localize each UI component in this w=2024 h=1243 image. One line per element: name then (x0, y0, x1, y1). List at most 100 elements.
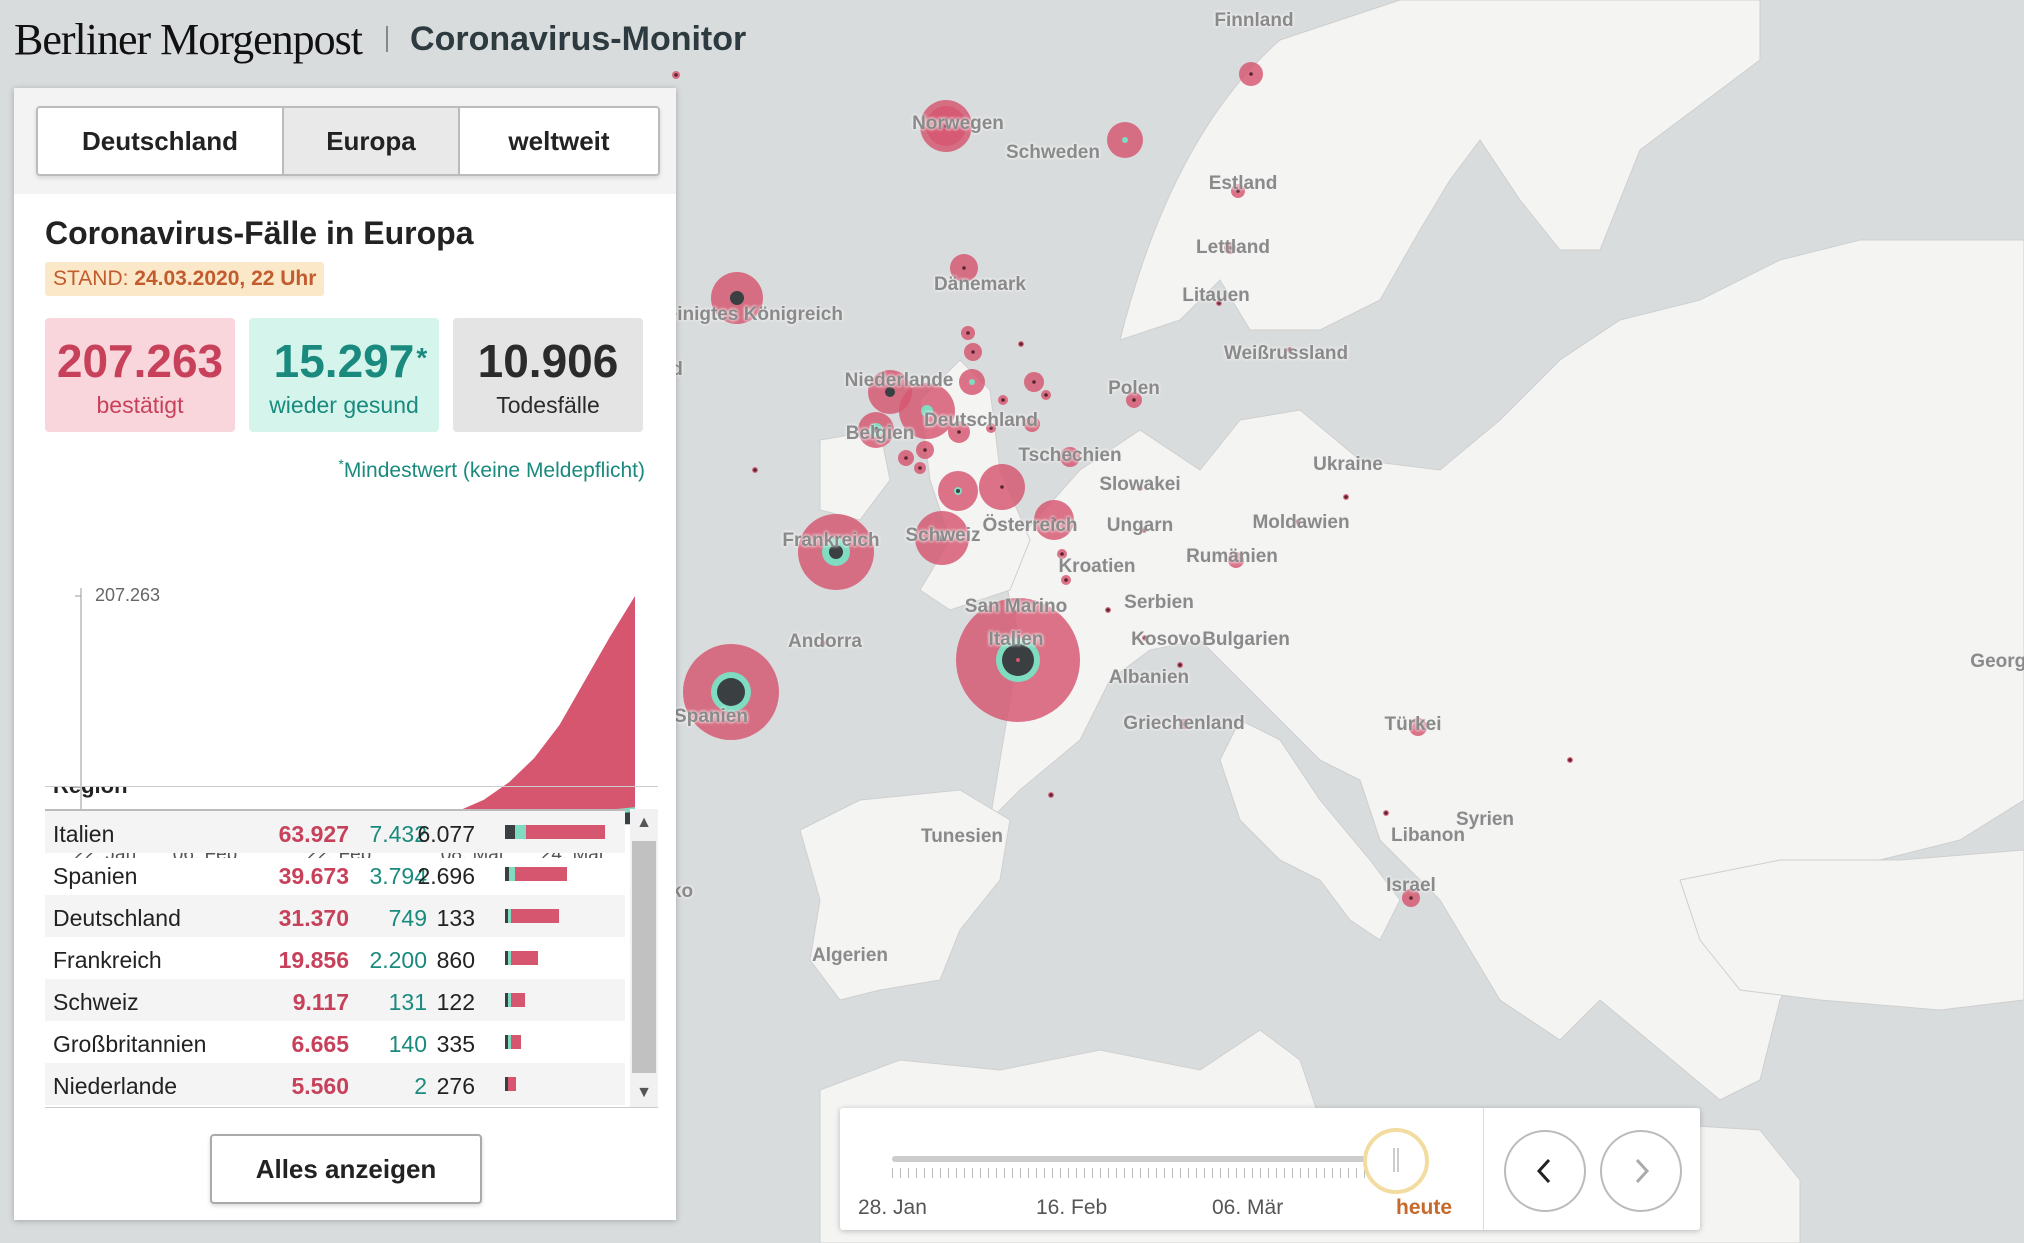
map-bubble-center-21 (923, 448, 927, 452)
map-bubble-center-26 (1228, 246, 1232, 250)
app-title: Coronavirus-Monitor (410, 19, 747, 58)
map-bubble-center-15 (1068, 455, 1072, 459)
map-bubble-center-29 (1001, 398, 1005, 402)
map-bubble-center-48 (1019, 342, 1023, 346)
table-row[interactable]: Spanien 39.673 3.794 2.696 (45, 853, 625, 895)
map-label: Schweden (1006, 142, 1100, 163)
map-label: Estland (1208, 173, 1278, 194)
row-recovered: 140 (388, 1031, 427, 1057)
map-bubble-center-42 (674, 73, 678, 77)
region-tabbar: Deutschland Europa weltweit (14, 88, 676, 194)
status-badge: STAND: 24.03.2020, 22 Uhr (45, 262, 325, 296)
timeline-label-3: 06. Mär (1212, 1196, 1284, 1219)
map-bubble-center-37 (1234, 558, 1238, 562)
scroll-thumb[interactable] (632, 841, 656, 1073)
bar-recovered (508, 1035, 511, 1049)
map-label: Österreich (982, 515, 1078, 536)
footnote-star: * (338, 456, 344, 472)
map-bubble-center-32 (1064, 578, 1068, 582)
map-label: Finnland (1214, 10, 1294, 31)
bar-recovered (508, 993, 511, 1007)
row-country: Großbritannien (53, 1031, 207, 1057)
land-turkey (1679, 849, 2024, 1011)
map-label: Niederlande (844, 370, 954, 391)
map-label: Litauen (1182, 285, 1250, 306)
map-bubble-center-40 (1296, 520, 1300, 524)
timeline-track[interactable] (892, 1156, 1392, 1162)
row-confirmed: 6.665 (291, 1031, 349, 1057)
map-bubble-center-17 (971, 350, 975, 354)
scroll-down-icon[interactable]: ▼ (636, 1084, 652, 1101)
map-label: Kosovo (1131, 629, 1201, 650)
map-label: Algerien (811, 945, 889, 966)
show-all-button[interactable]: Alles anzeigen (210, 1134, 482, 1204)
map-bubble-center-38 (1182, 722, 1186, 726)
row-bar (505, 951, 538, 965)
tab-weltweit[interactable]: weltweit (460, 108, 658, 174)
row-country: Deutschland (53, 905, 181, 931)
map-bubble-italy-center (1016, 658, 1020, 662)
map-bubble-recovered-12 (1122, 137, 1128, 143)
timeline-label-2: 16. Feb (1036, 1196, 1108, 1219)
map-bubble-center-35 (1416, 725, 1420, 729)
row-confirmed: 5.560 (291, 1073, 349, 1099)
map-bubble-center-36 (1409, 896, 1413, 900)
bar-recovered (514, 825, 527, 839)
deaths-count: 10.906 (477, 335, 619, 387)
recovered-count-wrap: 15.297 * (249, 334, 439, 388)
info-panel: Deutschland Europa weltweit Coronavirus-… (14, 88, 676, 1220)
map-bubble-center-13 (1249, 72, 1253, 76)
table-row[interactable]: Frankreich 19.856 2.200 860 (45, 937, 625, 979)
table-scrollbar[interactable]: ▲ ▼ (630, 809, 658, 1107)
table-row[interactable]: Italien 63.927 7.432 6.077 (45, 811, 625, 853)
map-bubble-recovered-16 (969, 379, 975, 385)
bar-recovered (509, 867, 516, 881)
row-country: Schweiz (53, 989, 139, 1015)
row-recovered: 749 (388, 905, 427, 931)
map-bubble-center-54 (821, 641, 825, 645)
site-logo[interactable]: Berliner Morgenpost (14, 14, 363, 64)
map-bubble-center-51 (1288, 348, 1292, 352)
map-label: Belgien (845, 423, 915, 444)
map-bubble-center-14 (1052, 518, 1056, 522)
map-label: Israel (1386, 875, 1436, 896)
map-label: Serbien (1124, 592, 1194, 613)
stand-label: STAND: (53, 267, 129, 290)
table-row[interactable]: Niederlande 5.560 2 276 (45, 1063, 625, 1105)
scroll-up-icon[interactable]: ▲ (636, 814, 652, 831)
row-deaths: 276 (436, 1073, 475, 1099)
map-label: Spanien (674, 706, 748, 727)
bar-deaths (505, 867, 510, 881)
table-row[interactable]: Schweiz 9.117 131 122 (45, 979, 625, 1021)
prev-button[interactable] (1504, 1130, 1586, 1212)
map-label: Weißrussland (1223, 343, 1349, 364)
timeline-label-today: heute (1396, 1196, 1453, 1219)
row-confirmed: 63.927 (278, 821, 349, 847)
map-label: Italien (988, 629, 1044, 650)
timeline-handle[interactable] (1363, 1128, 1429, 1194)
map-label: Andorra (788, 631, 862, 652)
map-label: Bulgarien (1202, 629, 1290, 650)
map-bubble-deaths-9 (873, 427, 879, 433)
next-button[interactable] (1600, 1130, 1682, 1212)
row-country: Italien (53, 821, 115, 847)
map-label: Albanien (1108, 667, 1190, 688)
map-bubble-center-24 (962, 266, 966, 270)
row-bar (505, 909, 559, 923)
map-bubble-center-45 (1138, 486, 1142, 490)
bar-confirmed (526, 825, 605, 839)
map-label: Libanon (1391, 825, 1465, 846)
table-row[interactable]: Deutschland 31.370 749 133 (45, 895, 625, 937)
map-bubble-center-19 (1032, 380, 1036, 384)
map-label: San Marino (964, 596, 1068, 617)
tab-deutschland[interactable]: Deutschland (38, 108, 284, 174)
recovered-count: 15.297 (273, 335, 415, 387)
land-iberia (799, 789, 1011, 1001)
tab-europa[interactable]: Europa (284, 108, 460, 174)
table-row[interactable]: Großbritannien 6.665 140 335 (45, 1021, 625, 1063)
header-divider (386, 26, 389, 52)
row-recovered: 3.794 (369, 863, 427, 889)
bar-deaths (505, 1035, 508, 1049)
row-recovered: 131 (388, 989, 427, 1015)
bar-deaths (505, 1077, 508, 1091)
